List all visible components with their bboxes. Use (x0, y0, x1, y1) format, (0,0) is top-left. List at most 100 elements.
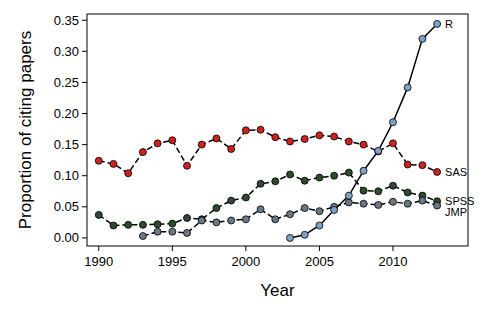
marker (95, 211, 102, 218)
marker (404, 84, 411, 91)
marker (404, 189, 411, 196)
marker (345, 192, 352, 199)
series-label: JMP (445, 206, 467, 218)
x-tick (392, 246, 393, 251)
marker (95, 157, 102, 164)
marker (257, 126, 264, 133)
plot-frame (87, 14, 468, 246)
marker (125, 221, 132, 228)
marker (110, 160, 117, 167)
marker (125, 170, 132, 177)
marker (287, 171, 294, 178)
marker (419, 197, 426, 204)
marker (139, 233, 146, 240)
marker (169, 137, 176, 144)
marker (331, 133, 338, 140)
marker (242, 216, 249, 223)
y-tick (82, 113, 87, 114)
y-tick (82, 206, 87, 207)
marker (272, 134, 279, 141)
marker (287, 234, 294, 241)
series-line (143, 201, 437, 236)
x-tick-label: 2010 (379, 254, 408, 269)
marker (184, 229, 191, 236)
x-tick (319, 246, 320, 251)
y-tick (82, 237, 87, 238)
series-line (290, 24, 437, 238)
y-tick-label: 0.00 (54, 230, 79, 245)
marker (169, 228, 176, 235)
y-tick-label: 0.30 (54, 44, 79, 59)
marker (242, 127, 249, 134)
marker (389, 119, 396, 126)
y-tick (82, 20, 87, 21)
marker (287, 138, 294, 145)
marker (213, 135, 220, 142)
x-tick-label: 1990 (84, 254, 113, 269)
marker (184, 162, 191, 169)
y-tick-label: 0.15 (54, 137, 79, 152)
marker (198, 217, 205, 224)
marker (228, 217, 235, 224)
marker (360, 187, 367, 194)
marker (404, 200, 411, 207)
marker (169, 220, 176, 227)
x-tick-label: 2005 (305, 254, 334, 269)
marker (213, 205, 220, 212)
marker (301, 205, 308, 212)
chart: 0.000.050.100.150.200.250.300.3519901995… (0, 0, 494, 310)
y-tick-label: 0.10 (54, 168, 79, 183)
x-tick (98, 246, 99, 251)
marker (139, 221, 146, 228)
marker (360, 167, 367, 174)
marker (389, 182, 396, 189)
marker (287, 211, 294, 218)
marker (331, 206, 338, 213)
marker (316, 132, 323, 139)
marker (316, 208, 323, 215)
marker (360, 200, 367, 207)
marker (389, 140, 396, 147)
marker (316, 174, 323, 181)
y-tick-label: 0.35 (54, 13, 79, 28)
series-line (99, 173, 437, 226)
x-tick (245, 246, 246, 251)
y-tick-label: 0.20 (54, 106, 79, 121)
y-tick (82, 144, 87, 145)
y-tick-label: 0.05 (54, 199, 79, 214)
marker (301, 177, 308, 184)
marker (331, 172, 338, 179)
marker (301, 231, 308, 238)
marker (213, 219, 220, 226)
marker (360, 141, 367, 148)
marker (345, 199, 352, 206)
marker (301, 136, 308, 143)
marker (139, 149, 146, 156)
marker (110, 222, 117, 229)
x-tick-label: 2000 (231, 254, 260, 269)
marker (434, 20, 441, 27)
marker (184, 215, 191, 222)
marker (154, 221, 161, 228)
plot-data (95, 20, 440, 241)
marker (257, 206, 264, 213)
series-label: R (445, 18, 453, 30)
marker (228, 197, 235, 204)
marker (345, 138, 352, 145)
x-axis-label: Year (260, 281, 295, 300)
marker (257, 180, 264, 187)
x-tick-label: 1995 (158, 254, 187, 269)
marker (198, 141, 205, 148)
y-axis-label: Proportion of citing papers (16, 31, 35, 229)
marker (434, 202, 441, 209)
marker (242, 194, 249, 201)
marker (419, 162, 426, 169)
marker (434, 168, 441, 175)
marker (316, 222, 323, 229)
marker (272, 178, 279, 185)
series-label: SAS (445, 166, 467, 178)
marker (154, 228, 161, 235)
y-tick (82, 175, 87, 176)
y-tick (82, 82, 87, 83)
marker (404, 161, 411, 168)
